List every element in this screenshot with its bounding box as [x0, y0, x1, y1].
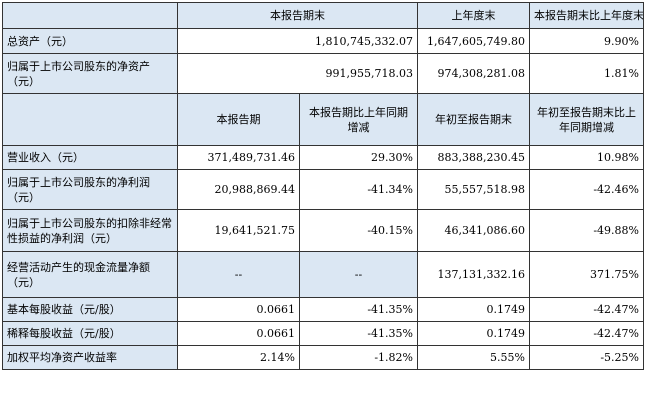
row-label: 基本每股收益（元/股） [2, 297, 178, 322]
row-label: 归属于上市公司股东的扣除非经常性损益的净利润（元） [2, 209, 178, 252]
row-label: 经营活动产生的现金流量净额（元） [2, 251, 178, 298]
row-label: 稀释每股收益（元/股） [2, 321, 178, 346]
cell-value: -1.82% [299, 345, 418, 370]
row-label: 总资产（元） [2, 28, 178, 54]
row-label: 归属于上市公司股东的净利润（元） [2, 169, 178, 210]
table-row: 经营活动产生的现金流量净额（元） -- -- 137,131,332.16 37… [2, 251, 644, 298]
cell-value: 46,341,086.60 [417, 209, 530, 252]
cell-value: -5.25% [529, 345, 644, 370]
mid-header-empty [2, 93, 178, 146]
cell-value: 55,557,518.98 [417, 169, 530, 210]
mid-header-ytd-change: 年初至报告期末比上年同期增减 [529, 93, 644, 146]
cell-value: 2.14% [177, 345, 300, 370]
cell-value: -- [299, 251, 418, 298]
mid-header-row: 本报告期 本报告期比上年同期增减 年初至报告期末 年初至报告期末比上年同期增减 [2, 93, 644, 146]
cell-value: 5.55% [417, 345, 530, 370]
cell-value: 371,489,731.46 [177, 145, 300, 170]
table-row: 总资产（元） 1,810,745,332.07 1,647,605,749.80… [2, 28, 644, 54]
mid-header-ytd: 年初至报告期末 [417, 93, 530, 146]
cell-value: 0.0661 [177, 321, 300, 346]
cell-value: 0.0661 [177, 297, 300, 322]
cell-value: -49.88% [529, 209, 644, 252]
cell-value: 137,131,332.16 [417, 251, 530, 298]
row-label: 加权平均净资产收益率 [2, 345, 178, 370]
table-row: 归属于上市公司股东的净资产（元） 991,955,718.03 974,308,… [2, 53, 644, 94]
financial-data-table: 本报告期末 上年度末 本报告期末比上年度末增减 总资产（元） 1,810,745… [2, 2, 644, 370]
mid-header-current-period-change: 本报告期比上年同期增减 [299, 93, 418, 146]
cell-value: -42.47% [529, 297, 644, 322]
table-row: 基本每股收益（元/股） 0.0661 -41.35% 0.1749 -42.47… [2, 297, 644, 322]
top-header-change: 本报告期末比上年度末增减 [529, 2, 644, 29]
row-label: 营业收入（元） [2, 145, 178, 170]
table-row: 归属于上市公司股东的净利润（元） 20,988,869.44 -41.34% 5… [2, 169, 644, 210]
table-row: 归属于上市公司股东的扣除非经常性损益的净利润（元） 19,641,521.75 … [2, 209, 644, 252]
cell-value: -41.35% [299, 321, 418, 346]
table-row: 加权平均净资产收益率 2.14% -1.82% 5.55% -5.25% [2, 345, 644, 370]
cell-value: -40.15% [299, 209, 418, 252]
cell-value: 1,647,605,749.80 [417, 28, 530, 54]
cell-value: 19,641,521.75 [177, 209, 300, 252]
cell-value: -41.35% [299, 297, 418, 322]
cell-value: -- [177, 251, 300, 298]
mid-header-current-period: 本报告期 [177, 93, 300, 146]
top-header-row: 本报告期末 上年度末 本报告期末比上年度末增减 [2, 2, 644, 29]
cell-value: 0.1749 [417, 321, 530, 346]
row-label: 归属于上市公司股东的净资产（元） [2, 53, 178, 94]
cell-value: 974,308,281.08 [417, 53, 530, 94]
cell-value: -42.46% [529, 169, 644, 210]
cell-value: 371.75% [529, 251, 644, 298]
top-header-last-year-end: 上年度末 [417, 2, 530, 29]
cell-value: -42.47% [529, 321, 644, 346]
cell-value: 1,810,745,332.07 [177, 28, 418, 54]
top-header-empty [2, 2, 178, 29]
cell-value: 29.30% [299, 145, 418, 170]
cell-value: 0.1749 [417, 297, 530, 322]
cell-value: -41.34% [299, 169, 418, 210]
cell-value: 1.81% [529, 53, 644, 94]
cell-value: 991,955,718.03 [177, 53, 418, 94]
cell-value: 883,388,230.45 [417, 145, 530, 170]
table-row: 营业收入（元） 371,489,731.46 29.30% 883,388,23… [2, 145, 644, 170]
top-header-current-period-end: 本报告期末 [177, 2, 418, 29]
cell-value: 9.90% [529, 28, 644, 54]
table-row: 稀释每股收益（元/股） 0.0661 -41.35% 0.1749 -42.47… [2, 321, 644, 346]
cell-value: 10.98% [529, 145, 644, 170]
cell-value: 20,988,869.44 [177, 169, 300, 210]
